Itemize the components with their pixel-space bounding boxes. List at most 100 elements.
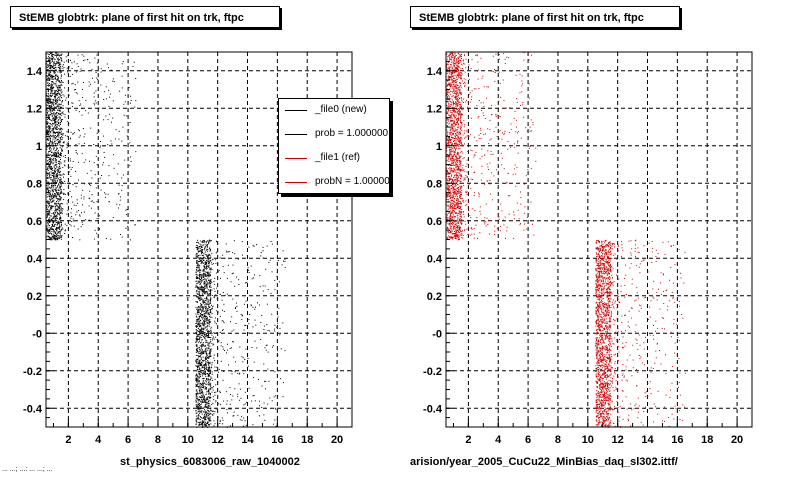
data-point bbox=[239, 372, 241, 374]
data-point bbox=[449, 85, 451, 87]
data-point bbox=[208, 334, 210, 336]
data-point bbox=[65, 107, 67, 109]
data-point bbox=[56, 232, 58, 234]
data-point bbox=[61, 97, 63, 99]
data-point bbox=[99, 227, 100, 229]
data-point bbox=[47, 186, 49, 188]
data-point bbox=[201, 291, 203, 293]
data-point bbox=[213, 354, 215, 356]
data-point bbox=[209, 394, 211, 396]
data-point bbox=[205, 273, 206, 275]
data-point bbox=[60, 188, 61, 190]
data-point bbox=[199, 277, 201, 279]
data-point bbox=[202, 323, 204, 325]
data-point bbox=[196, 398, 198, 399]
data-point bbox=[449, 214, 451, 216]
data-point bbox=[58, 160, 60, 162]
data-point bbox=[199, 337, 201, 339]
data-point bbox=[196, 290, 198, 292]
data-point bbox=[237, 372, 239, 374]
data-point bbox=[446, 183, 448, 185]
data-point bbox=[46, 124, 48, 125]
data-point bbox=[59, 176, 61, 178]
data-point bbox=[49, 147, 51, 149]
data-point bbox=[57, 86, 59, 88]
data-point bbox=[47, 222, 48, 224]
data-point bbox=[230, 394, 231, 395]
data-point bbox=[200, 308, 202, 310]
data-point bbox=[201, 411, 203, 413]
data-point bbox=[457, 180, 459, 182]
data-point bbox=[196, 366, 198, 368]
data-point bbox=[260, 322, 262, 323]
data-point bbox=[59, 86, 61, 88]
data-point bbox=[211, 414, 213, 416]
data-point bbox=[204, 386, 206, 388]
data-point bbox=[53, 114, 55, 116]
data-point bbox=[274, 328, 276, 330]
data-point bbox=[58, 86, 60, 88]
data-point bbox=[50, 95, 52, 97]
data-point bbox=[446, 221, 448, 223]
data-point bbox=[455, 174, 457, 176]
data-point bbox=[54, 172, 56, 173]
data-point bbox=[446, 139, 448, 141]
data-point bbox=[205, 376, 207, 378]
data-point bbox=[199, 291, 201, 293]
data-point bbox=[212, 344, 214, 346]
data-point bbox=[199, 270, 201, 272]
data-point bbox=[451, 216, 453, 218]
data-point bbox=[47, 107, 49, 109]
data-point bbox=[54, 193, 56, 195]
data-point bbox=[459, 160, 461, 161]
data-point bbox=[53, 118, 55, 120]
legend-line-icon bbox=[285, 110, 307, 111]
data-point bbox=[210, 309, 212, 310]
data-point bbox=[130, 102, 131, 104]
data-point bbox=[457, 193, 459, 195]
data-point bbox=[213, 410, 215, 412]
data-point bbox=[211, 362, 213, 364]
data-point bbox=[446, 92, 448, 94]
data-point bbox=[48, 204, 50, 206]
data-point bbox=[269, 397, 271, 399]
data-point bbox=[448, 207, 450, 209]
data-point bbox=[48, 66, 50, 68]
data-point bbox=[210, 240, 212, 241]
data-point bbox=[130, 239, 131, 241]
data-point bbox=[459, 148, 461, 150]
data-point bbox=[210, 383, 212, 385]
legend[interactable]: _file0 (new) prob = 1.000000 _file1 (ref… bbox=[278, 98, 390, 194]
data-point bbox=[46, 63, 48, 65]
data-point bbox=[208, 369, 209, 371]
data-point bbox=[47, 95, 49, 97]
data-point bbox=[51, 207, 53, 209]
scatter-plot-right: 2 4 6 8 10 12 14 16 18 20-0.4-0.2-00.20.40.60.811… bbox=[423, 51, 753, 446]
data-point bbox=[459, 207, 461, 209]
data-point bbox=[53, 73, 55, 75]
data-point bbox=[195, 257, 197, 259]
data-point bbox=[58, 77, 59, 79]
data-point bbox=[206, 341, 208, 343]
data-point bbox=[195, 415, 197, 417]
data-point bbox=[58, 206, 60, 208]
data-point bbox=[230, 408, 232, 410]
data-point bbox=[71, 62, 73, 64]
data-point bbox=[116, 203, 118, 205]
data-point bbox=[50, 154, 52, 156]
data-point bbox=[59, 195, 60, 197]
data-point bbox=[51, 59, 53, 61]
data-point bbox=[56, 97, 58, 99]
data-point bbox=[211, 373, 213, 375]
data-point bbox=[456, 108, 458, 110]
data-point bbox=[211, 289, 213, 291]
data-point bbox=[54, 138, 56, 140]
data-point bbox=[49, 102, 51, 104]
data-point bbox=[459, 219, 460, 220]
data-point bbox=[49, 139, 51, 141]
data-point bbox=[46, 156, 48, 158]
data-point bbox=[200, 287, 202, 289]
data-point bbox=[51, 74, 53, 76]
data-point bbox=[239, 419, 241, 421]
data-point bbox=[201, 392, 203, 394]
